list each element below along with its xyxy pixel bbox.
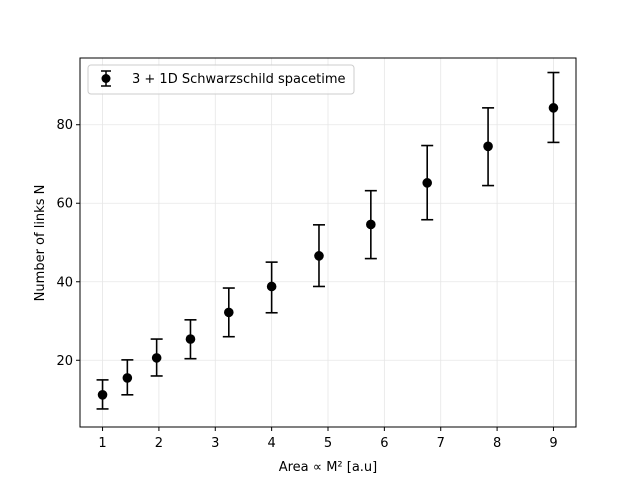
data-point bbox=[265, 261, 278, 314]
legend: 3 + 1D Schwarzschild spacetime bbox=[87, 64, 355, 95]
series-layer bbox=[96, 71, 560, 410]
point-marker bbox=[483, 141, 493, 152]
data-point bbox=[364, 189, 377, 260]
data-point bbox=[312, 224, 325, 288]
x-tick-label: 6 bbox=[380, 436, 388, 451]
data-point bbox=[222, 287, 235, 338]
x-tick-label: 9 bbox=[549, 436, 557, 451]
point-marker bbox=[366, 219, 376, 230]
data-point bbox=[184, 319, 197, 360]
x-tick-label: 7 bbox=[437, 436, 445, 451]
data-point bbox=[96, 379, 109, 410]
y-tick-label: 60 bbox=[56, 197, 73, 212]
x-tick-label: 8 bbox=[493, 436, 501, 451]
x-tick-label: 1 bbox=[98, 436, 106, 451]
point-marker bbox=[122, 373, 133, 383]
point-marker bbox=[151, 353, 162, 363]
x-tick-label: 3 bbox=[211, 436, 219, 451]
data-point bbox=[150, 338, 163, 377]
y-axis-ticks: 20 40 60 80 bbox=[56, 118, 80, 369]
x-tick-label: 2 bbox=[155, 436, 163, 451]
grid bbox=[80, 58, 576, 427]
legend-marker bbox=[101, 70, 111, 87]
y-tick-label: 20 bbox=[56, 354, 73, 369]
legend-label: 3 + 1D Schwarzschild spacetime bbox=[132, 72, 346, 87]
x-axis-label: Area ∝ M² [a.u] bbox=[279, 460, 378, 475]
x-axis-ticks: 1 2 3 4 5 6 7 8 9 bbox=[98, 427, 558, 451]
point-marker bbox=[548, 103, 559, 113]
point-marker bbox=[97, 390, 108, 400]
point-marker bbox=[224, 307, 234, 318]
data-point bbox=[121, 359, 134, 396]
point-marker bbox=[266, 281, 277, 292]
data-point bbox=[421, 144, 434, 221]
x-tick-label: 4 bbox=[267, 436, 275, 451]
point-marker bbox=[185, 334, 196, 344]
y-tick-label: 40 bbox=[56, 275, 73, 290]
y-axis-label: Number of links N bbox=[33, 185, 48, 302]
x-tick-label: 5 bbox=[324, 436, 332, 451]
legend-box bbox=[87, 64, 355, 95]
data-point bbox=[547, 71, 560, 144]
y-tick-label: 80 bbox=[56, 118, 73, 133]
data-point bbox=[482, 107, 495, 187]
point-marker bbox=[314, 251, 324, 261]
point-marker bbox=[422, 178, 433, 188]
